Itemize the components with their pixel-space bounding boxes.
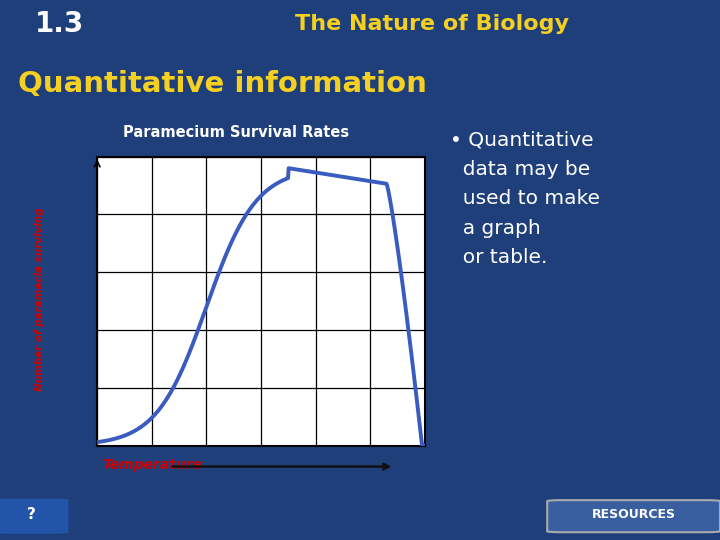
Text: • Quantitative
  data may be
  used to make
  a graph
  or table.: • Quantitative data may be used to make … — [450, 131, 600, 267]
Text: Temperature: Temperature — [102, 458, 202, 472]
FancyBboxPatch shape — [0, 2, 130, 48]
Text: The Nature of Biology: The Nature of Biology — [295, 14, 569, 34]
FancyBboxPatch shape — [0, 499, 68, 534]
Text: Quantitative information: Quantitative information — [18, 70, 427, 98]
FancyBboxPatch shape — [547, 500, 720, 532]
Text: ?: ? — [27, 507, 35, 522]
Text: Number of paramecia surviving: Number of paramecia surviving — [35, 208, 45, 392]
Text: Paramecium Survival Rates: Paramecium Survival Rates — [122, 125, 349, 140]
Text: RESOURCES: RESOURCES — [592, 508, 675, 521]
Text: 1.3: 1.3 — [35, 10, 84, 38]
